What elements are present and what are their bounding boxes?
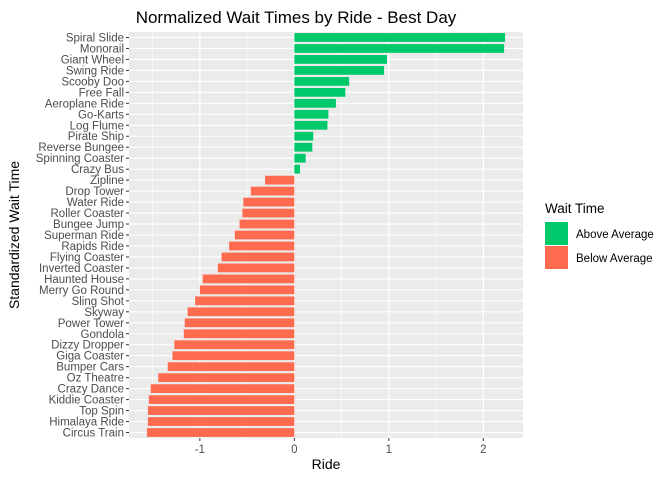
y-axis-title: Standardized Wait Time	[6, 161, 22, 309]
y-tick-label: Merry Go Round	[39, 285, 124, 297]
bar	[294, 76, 350, 86]
bar	[183, 329, 295, 339]
bar	[148, 395, 295, 404]
y-tick-label: Giga Coaster	[56, 351, 124, 363]
bar	[294, 109, 329, 119]
x-tick-label: 0	[291, 444, 297, 456]
bar	[239, 219, 295, 229]
y-tick-label: Water Ride	[67, 197, 124, 209]
y-tick-label: Bungee Jump	[53, 219, 124, 231]
bar	[265, 175, 295, 185]
y-tick-label: Scooby Doo	[61, 76, 124, 88]
y-tick-label: Aeroplane Ride	[45, 98, 124, 110]
bar	[229, 241, 295, 251]
bar	[294, 33, 506, 42]
bar	[294, 98, 336, 108]
y-tick-label: Haunted House	[44, 274, 124, 286]
y-tick-label: Spiral Slide	[66, 32, 124, 44]
y-tick-label: Dizzy Dropper	[51, 340, 124, 352]
x-tick-label: 2	[480, 444, 486, 456]
bar	[294, 87, 346, 97]
y-tick-label: Flying Coaster	[50, 252, 124, 264]
y-tick-label: Superman Ride	[44, 230, 124, 242]
bar	[217, 263, 295, 273]
y-tick-label: Crazy Dance	[58, 384, 124, 396]
bar	[294, 131, 314, 141]
bar	[243, 197, 295, 207]
bar	[147, 406, 295, 415]
bar	[294, 120, 328, 130]
bar	[174, 340, 295, 350]
y-tick-label: Monorail	[80, 43, 124, 55]
legend-swatch-below-average	[545, 246, 568, 269]
y-tick-label: Giant Wheel	[61, 54, 124, 66]
bar	[184, 318, 295, 328]
legend-label-above-average: Above Average	[576, 229, 654, 241]
bar	[150, 384, 295, 394]
y-tick-label: Gondola	[81, 329, 125, 341]
bar	[294, 142, 313, 152]
bar	[221, 252, 295, 262]
bar	[187, 307, 295, 317]
y-tick-label: Himalaya Ride	[49, 417, 124, 429]
y-tick-label: Roller Coaster	[51, 208, 125, 220]
y-tick-label: Free Fall	[79, 87, 124, 99]
y-tick-label: Log Flume	[70, 120, 124, 132]
y-tick-label: Inverted Coaster	[39, 263, 124, 275]
legend-label-below-average: Below Average	[576, 253, 653, 265]
y-tick-label: Crazy Bus	[71, 164, 124, 176]
x-tick-label: 1	[386, 444, 392, 456]
y-tick-label: Skyway	[84, 307, 124, 319]
bar	[242, 208, 295, 218]
y-tick-label: Pirate Ship	[68, 131, 124, 143]
bar	[202, 274, 295, 284]
bar	[146, 428, 295, 437]
legend: Wait Time Above Average Below Average	[545, 201, 654, 269]
bars	[146, 33, 506, 437]
bar	[294, 44, 505, 53]
y-tick-label: Zipline	[90, 175, 124, 187]
bar	[167, 362, 295, 372]
bar	[147, 417, 295, 426]
legend-swatch-above-average	[545, 222, 568, 245]
bar	[172, 351, 295, 361]
chart-title: Normalized Wait Times by Ride - Best Day	[136, 8, 457, 27]
x-axis-title: Ride	[312, 456, 341, 472]
bar	[294, 66, 385, 75]
x-tick-label: -1	[195, 444, 205, 456]
y-tick-label: Circus Train	[63, 428, 124, 440]
y-tick-label: Reverse Bungee	[38, 142, 124, 154]
y-tick-label: Oz Theatre	[67, 373, 124, 385]
y-tick-label: Bumper Cars	[56, 362, 124, 374]
y-tick-label: Drop Tower	[65, 186, 124, 198]
y-tick-label: Power Tower	[58, 318, 124, 330]
bar	[234, 230, 295, 240]
y-tick-label: Sling Shot	[72, 296, 125, 308]
bar	[294, 164, 301, 174]
bar	[195, 296, 295, 306]
bar	[294, 153, 306, 163]
y-tick-label: Top Spin	[79, 406, 124, 418]
y-tick-label: Spinning Coaster	[36, 153, 124, 165]
y-tick-label: Kiddie Coaster	[49, 395, 125, 407]
x-tick-labels: -1 0 1 2	[195, 438, 487, 456]
bar	[158, 373, 295, 383]
y-tick-label: Swing Ride	[66, 65, 124, 77]
y-tick-label: Rapids Ride	[61, 241, 124, 253]
y-tick-label: Go-Karts	[78, 109, 124, 121]
bar	[294, 55, 387, 64]
bar	[250, 186, 295, 196]
legend-title: Wait Time	[545, 201, 605, 216]
bar	[199, 285, 295, 295]
